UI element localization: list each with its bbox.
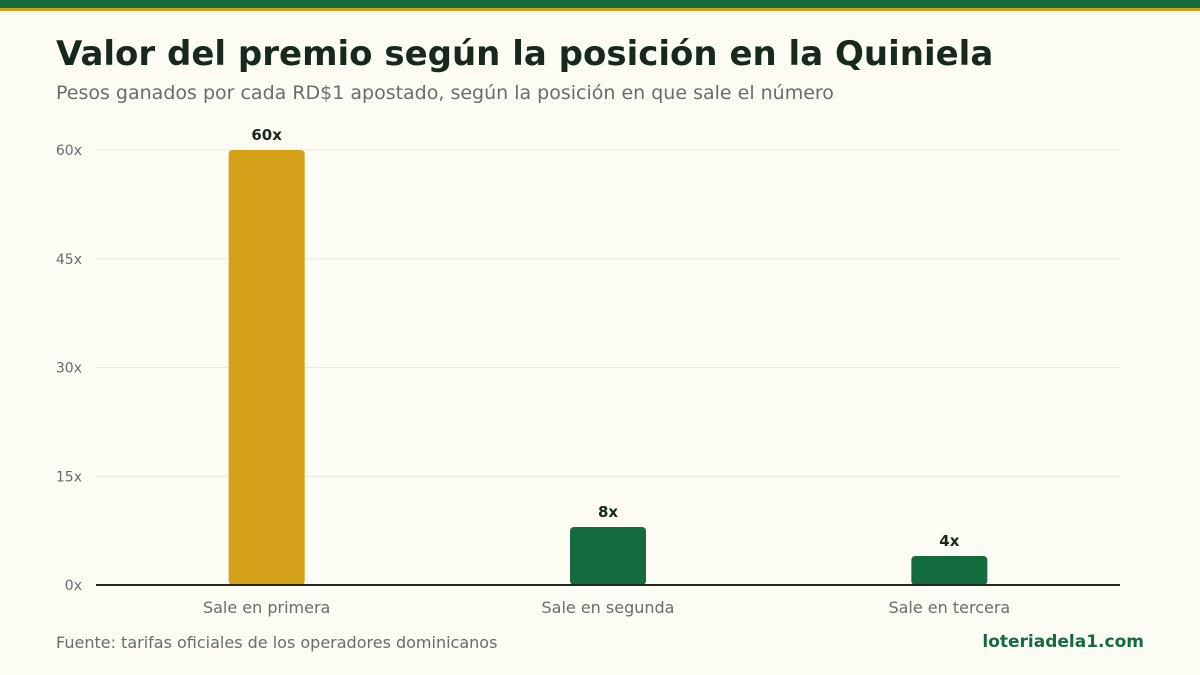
bar — [570, 527, 646, 585]
chart-title: Valor del premio según la posición en la… — [56, 34, 994, 74]
bar-value-label: 4x — [939, 532, 959, 550]
x-tick-label: Sale en primera — [203, 598, 330, 617]
chart-subtitle: Pesos ganados por cada RD$1 apostado, se… — [56, 82, 834, 104]
bar — [911, 556, 988, 585]
y-tick-label: 60x — [56, 143, 82, 159]
y-tick-label: 30x — [56, 361, 82, 377]
bar-value-label: 60x — [251, 126, 282, 144]
bar — [228, 150, 305, 585]
y-tick-label: 45x — [56, 252, 82, 268]
y-tick-label: 0x — [65, 578, 82, 594]
bar-value-label: 8x — [598, 503, 618, 521]
top-gold-stripe — [0, 8, 1200, 11]
brand-link[interactable]: loteriadela1.com — [982, 632, 1144, 652]
source-note: Fuente: tarifas oficiales de los operado… — [56, 633, 498, 652]
x-tick-label: Sale en segunda — [542, 598, 675, 617]
top-accent-bar — [0, 0, 1200, 8]
x-tick-label: Sale en tercera — [888, 598, 1010, 617]
y-tick-label: 15x — [56, 469, 82, 485]
